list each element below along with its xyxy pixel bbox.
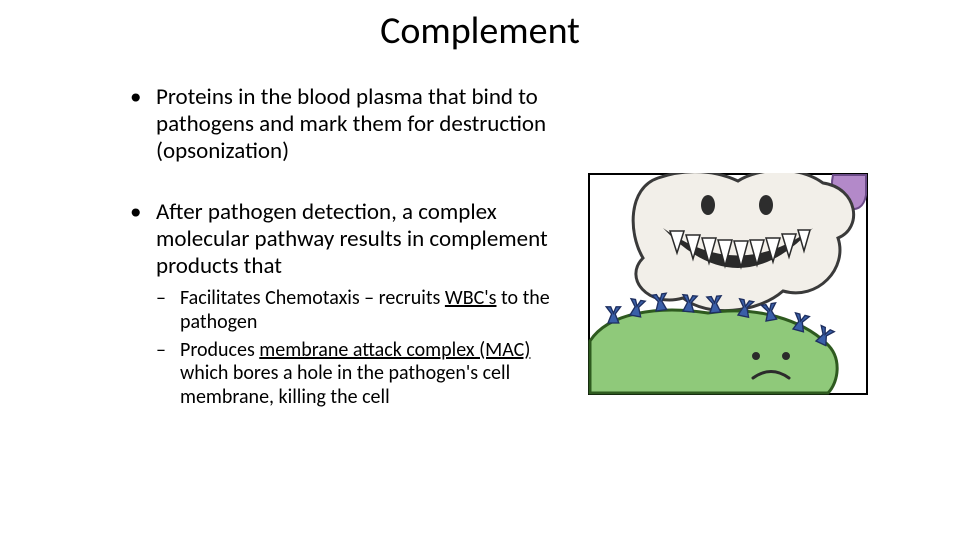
- subbullet-1-underline: WBC's: [445, 286, 497, 310]
- bullet-2-text: After pathogen detection, a complex mole…: [156, 198, 548, 280]
- complement-illustration: [588, 173, 868, 395]
- subbullet-2-underline: membrane attack complex (MAC): [259, 338, 530, 362]
- subbullet-1: Facilitates Chemotaxis – recruits WBC's …: [156, 287, 575, 334]
- bullet-1: Proteins in the blood plasma that bind t…: [130, 84, 575, 165]
- bullet-2: After pathogen detection, a complex mole…: [130, 199, 575, 410]
- wbc-eye-left: [701, 195, 715, 215]
- slide-title: Complement: [0, 8, 960, 54]
- slide-body: Proteins in the blood plasma that bind t…: [130, 84, 575, 443]
- slide: Complement Proteins in the blood plasma …: [0, 0, 960, 540]
- wbc-eye-right: [759, 195, 773, 215]
- subbullet-2-pre: Produces: [180, 338, 259, 362]
- subbullet-1-pre: Facilitates Chemotaxis – recruits: [180, 286, 445, 310]
- subbullet-2: Produces membrane attack complex (MAC) w…: [156, 339, 575, 410]
- subbullet-2-post: which bores a hole in the pathogen's cel…: [180, 361, 510, 409]
- bullet-1-text: Proteins in the blood plasma that bind t…: [156, 83, 546, 165]
